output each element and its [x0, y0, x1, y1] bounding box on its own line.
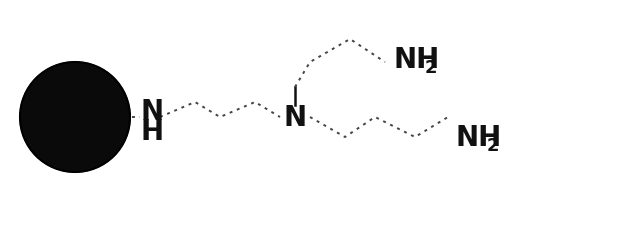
Text: N: N [140, 98, 164, 126]
Circle shape [48, 77, 118, 147]
Circle shape [58, 83, 113, 137]
Circle shape [30, 68, 125, 163]
Text: N: N [284, 104, 307, 131]
Circle shape [71, 89, 108, 126]
Circle shape [45, 76, 119, 149]
Circle shape [90, 99, 100, 109]
Text: 2: 2 [425, 59, 438, 77]
Circle shape [92, 100, 99, 107]
Circle shape [22, 64, 129, 170]
Circle shape [28, 67, 127, 165]
Text: NH: NH [393, 46, 439, 74]
Circle shape [87, 97, 101, 112]
Circle shape [20, 63, 130, 172]
Circle shape [82, 95, 104, 116]
Circle shape [84, 96, 102, 114]
Circle shape [74, 91, 107, 123]
Circle shape [95, 101, 98, 105]
Circle shape [51, 79, 117, 144]
Circle shape [76, 92, 106, 121]
Text: H: H [140, 118, 164, 145]
Circle shape [43, 75, 120, 151]
Circle shape [33, 69, 125, 161]
Circle shape [68, 88, 109, 128]
Circle shape [25, 65, 128, 168]
Text: NH: NH [455, 123, 501, 151]
Text: 2: 2 [487, 136, 499, 154]
Circle shape [66, 87, 110, 131]
Circle shape [53, 80, 116, 142]
Circle shape [79, 93, 105, 119]
Circle shape [56, 81, 115, 140]
Circle shape [40, 73, 121, 154]
Circle shape [61, 84, 113, 135]
Circle shape [63, 85, 111, 133]
Circle shape [38, 72, 122, 156]
Circle shape [35, 71, 124, 158]
